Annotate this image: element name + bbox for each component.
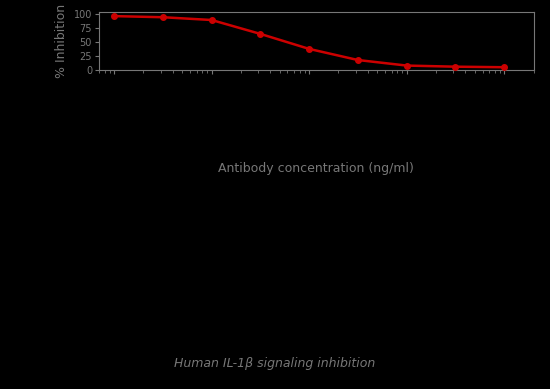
Y-axis label: % Inhibition: % Inhibition xyxy=(55,4,68,78)
X-axis label: Antibody concentration (ng/ml): Antibody concentration (ng/ml) xyxy=(218,162,414,175)
Text: Human IL-1β signaling inhibition: Human IL-1β signaling inhibition xyxy=(174,357,376,370)
